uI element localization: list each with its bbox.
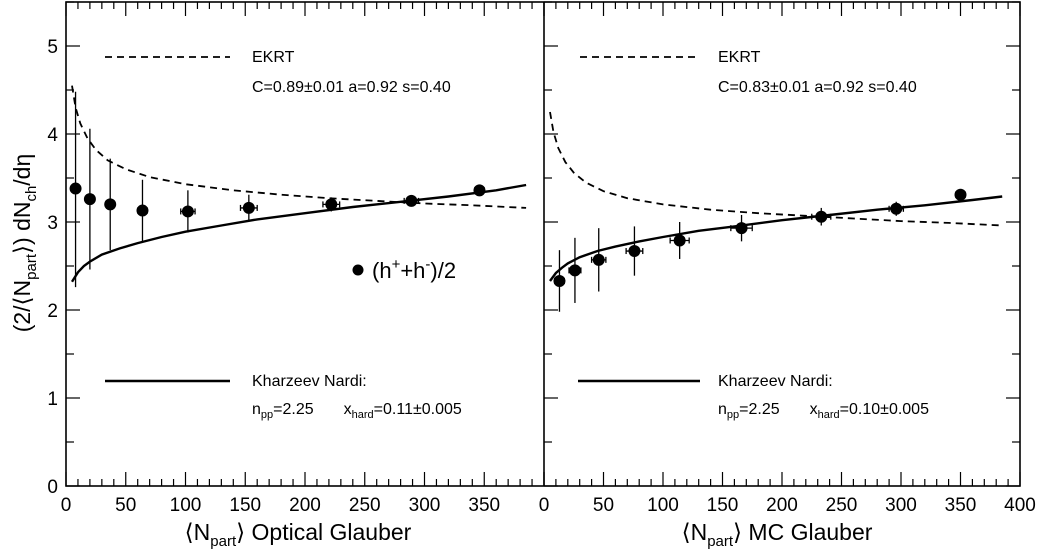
kn-legend-label-mc: Kharzeev Nardi: <box>718 373 833 390</box>
x-tick-label: 50 <box>115 495 136 516</box>
panel-optical-glauber: 0 50 100 150 200 250 300 350 EKRT C=0.89±0.01 a… <box>61 2 545 550</box>
ekrt-legend-label-mc: EKRT <box>718 49 761 66</box>
data-marker <box>181 205 194 218</box>
y-tick-label: 0 <box>47 477 58 498</box>
x-tick-label: 300 <box>409 495 441 516</box>
data-marker <box>69 182 82 195</box>
x-tick-label: 350 <box>468 495 500 516</box>
data-point <box>239 194 258 222</box>
data-marker <box>673 234 686 247</box>
x-tick-label: 50 <box>593 495 614 516</box>
data-point <box>954 188 967 201</box>
data-point <box>180 190 196 233</box>
data-marker <box>568 264 581 277</box>
y-axis-title: (2/⟨Npart⟩) dNch/dη <box>9 154 40 333</box>
kharzeev-nardi-curve-optical <box>70 183 527 283</box>
x-tick-label: 250 <box>349 495 381 516</box>
x-tick-label: 100 <box>647 495 679 516</box>
x-tick-label: 150 <box>707 495 739 516</box>
series-marker-legend <box>352 264 364 276</box>
ekrt-curve-optical <box>71 85 527 209</box>
x-axis-title-optical: ⟨Npart⟩ Optical Glauber <box>185 519 412 550</box>
data-marker <box>890 202 903 215</box>
x-tick-label: 150 <box>229 495 261 516</box>
x-axis-title-mc: ⟨Npart⟩ MC Glauber <box>682 519 873 550</box>
data-marker <box>325 198 338 211</box>
data-point <box>473 184 486 197</box>
x-tick-label: 200 <box>289 495 321 516</box>
x-tick-label: 0 <box>539 495 550 516</box>
data-point <box>553 250 566 312</box>
plot-frame <box>65 1 1021 487</box>
kharzeev-nardi-curve-mc <box>549 195 1003 282</box>
y-tick-label: 4 <box>47 125 58 146</box>
panel-mc-glauber: 0 50 100 150 200 250 300 350 400 EKRT C=0.83±0.0… <box>539 2 1036 550</box>
panel-optical-ticks: 0 50 100 150 200 250 300 350 <box>61 2 545 516</box>
data-point <box>888 201 905 216</box>
y-tick-label: 1 <box>47 389 58 410</box>
data-marker <box>405 194 418 207</box>
ekrt-legend-label-optical: EKRT <box>252 49 295 66</box>
x-tick-label: 250 <box>826 495 858 516</box>
data-point <box>669 222 690 259</box>
data-point <box>730 214 753 242</box>
y-axis-ticks: 0 1 2 3 4 5 <box>47 1 1020 498</box>
y-tick-label: 5 <box>47 37 58 58</box>
data-marker <box>592 253 605 266</box>
data-point <box>590 228 607 292</box>
y-tick-label: 3 <box>47 213 58 234</box>
data-marker <box>136 204 149 217</box>
data-point <box>104 158 117 251</box>
data-point <box>568 237 582 303</box>
data-point <box>322 197 341 212</box>
data-marker <box>628 245 641 258</box>
x-tick-label: 350 <box>945 495 977 516</box>
data-point <box>625 226 644 276</box>
kn-legend-label-optical: Kharzeev Nardi: <box>252 373 367 390</box>
data-point <box>811 207 832 226</box>
x-tick-label: 100 <box>170 495 202 516</box>
data-marker <box>104 198 117 211</box>
data-marker <box>954 188 967 201</box>
ekrt-legend-params-optical: C=0.89±0.01 a=0.92 s=0.40 <box>252 79 451 96</box>
x-tick-label: 300 <box>885 495 917 516</box>
kn-legend-params-mc: npp=2.25 xhard=0.10±0.005 <box>718 401 929 421</box>
x-tick-label: 0 <box>61 495 72 516</box>
series-marker-label: (h++h-)/2 <box>372 256 456 283</box>
x-tick-label: 200 <box>766 495 798 516</box>
kn-legend-params-optical: npp=2.25 xhard=0.11±0.005 <box>252 401 462 421</box>
y-tick-label: 2 <box>47 301 58 322</box>
panel-mc-ticks: 0 50 100 150 200 250 300 350 400 <box>539 2 1036 516</box>
data-point <box>403 194 420 207</box>
data-points-mc <box>553 188 967 312</box>
data-point <box>136 179 149 242</box>
ekrt-curve-mc <box>549 111 1003 227</box>
data-marker <box>735 222 748 235</box>
data-points-optical <box>69 91 486 288</box>
data-marker <box>553 274 566 287</box>
data-point <box>83 128 96 270</box>
data-marker <box>242 201 255 214</box>
data-marker <box>815 210 828 223</box>
data-marker <box>83 193 96 206</box>
data-point <box>69 91 82 288</box>
data-marker <box>473 184 486 197</box>
x-tick-label: 400 <box>1004 495 1036 516</box>
ekrt-legend-params-mc: C=0.83±0.01 a=0.92 s=0.40 <box>718 79 917 96</box>
